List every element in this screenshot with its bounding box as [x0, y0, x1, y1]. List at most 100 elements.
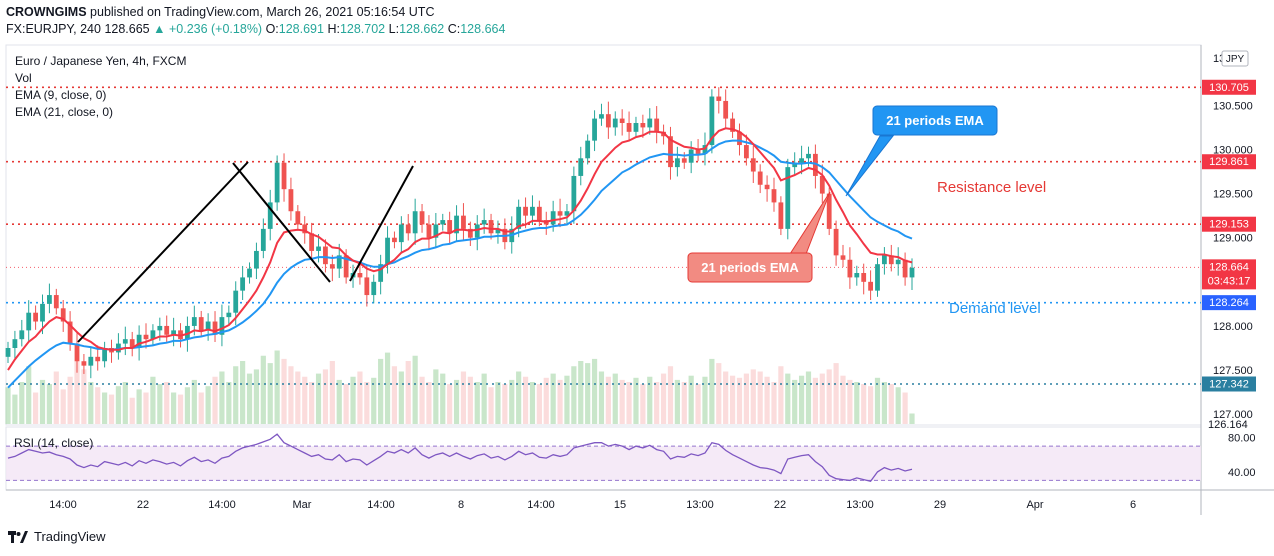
candle-body [19, 330, 25, 340]
volume-bar [81, 369, 87, 424]
trend-lines[interactable] [77, 161, 414, 343]
callout-ema21-red[interactable]: 21 periods EMA [687, 191, 831, 283]
volume-bar [136, 389, 142, 424]
volume-bar [854, 382, 860, 424]
close-value: 128.664 [460, 22, 506, 36]
candle-body [164, 325, 170, 335]
volume-bar [336, 379, 342, 424]
volume-bar [895, 387, 901, 424]
trend-line-up-2[interactable] [349, 165, 414, 282]
volume-bar [805, 371, 812, 424]
candle-body [426, 224, 432, 238]
candle-body [412, 211, 418, 234]
candle-body [757, 171, 763, 185]
currency-badge-box[interactable] [1221, 50, 1249, 67]
volume-bar [184, 387, 191, 424]
volume-bar [785, 373, 791, 424]
trend-line-down[interactable] [232, 162, 331, 283]
ema21-line [7, 139, 913, 389]
candle-body [295, 211, 301, 225]
horizontal-levels [6, 86, 1201, 385]
volume-bar [460, 371, 467, 424]
volume-bar [343, 384, 349, 424]
candle-body [185, 325, 190, 340]
price-tick-label: 129.000 [1213, 233, 1253, 245]
volume-bar [467, 376, 473, 424]
volume-bar [212, 376, 218, 424]
candle-body [909, 267, 915, 278]
volume-bar [157, 384, 163, 424]
candle-body [254, 250, 259, 269]
price-tick-label: 128.000 [1213, 321, 1253, 333]
candle-body [633, 123, 639, 132]
candle-body [550, 211, 556, 225]
candle-body [737, 131, 742, 146]
callout-pointer-red [789, 191, 831, 255]
price-axis: 130.500130.000129.500129.000128.500128.0… [1202, 53, 1256, 431]
candle-body [171, 330, 177, 335]
chart-canvas[interactable]: 80.00 40.00 130.500 130.000 129.500 129.000 1… [0, 0, 1274, 525]
volume-bar [205, 386, 211, 424]
volume-bar [371, 377, 377, 424]
candle-body [74, 343, 80, 362]
volume-bar [164, 382, 170, 424]
volume-bar [881, 382, 887, 424]
candle-body [640, 123, 646, 128]
rsi-plot: 80.00 40.00 [6, 433, 1256, 483]
candle-body [81, 361, 87, 366]
chart-title: Euro / Japanese Yen, 4h, FXCM [15, 54, 186, 68]
candle-body [26, 312, 32, 331]
high-value: 128.702 [339, 22, 386, 36]
volume-bar [757, 371, 763, 424]
legend-vol: Vol [15, 71, 32, 85]
time-tick-label: 8 [458, 499, 464, 511]
currency-badge[interactable]: JPY [1226, 54, 1245, 65]
candle-body [454, 215, 459, 234]
price-label-text: 130.705 [1209, 82, 1249, 94]
candle-body [647, 118, 653, 128]
volume-bar [95, 387, 101, 424]
volume-bar [798, 375, 805, 424]
candle-body [191, 317, 197, 326]
candle-body [302, 224, 308, 234]
volume-bar [398, 371, 404, 424]
candle-body [771, 189, 777, 203]
volume-bar [288, 366, 294, 424]
ema-lines [7, 127, 913, 389]
volume-bar [122, 382, 128, 424]
candle-body [536, 206, 542, 221]
volume-bar [246, 373, 253, 424]
price-tick-label: 129.500 [1213, 189, 1253, 201]
footer[interactable]: TradingView [8, 529, 106, 544]
change-arrow-icon: ▲ [153, 22, 166, 36]
price-tick-label: 130.000 [1213, 144, 1253, 156]
open-value: 128.691 [278, 22, 324, 36]
candle-body [833, 228, 839, 256]
volume-bar [674, 379, 680, 424]
price-tick-label: 130.500 [1213, 100, 1253, 112]
candle-body [419, 211, 425, 225]
volume-bar [253, 369, 260, 424]
candle-body [764, 184, 770, 190]
candles [5, 87, 915, 379]
volume-bar [267, 363, 273, 424]
publisher-name: CROWNGIMS [6, 5, 87, 19]
volume-bar [522, 376, 529, 424]
volume-bar [378, 358, 384, 424]
trend-line-up[interactable] [77, 161, 249, 343]
volume-bar [826, 369, 832, 424]
volume-bar [60, 389, 66, 424]
callout-ema21-blue[interactable]: 21 periods EMA [845, 105, 998, 197]
volume-bar [847, 379, 853, 424]
candle-body [226, 312, 232, 318]
volume-bar [585, 363, 591, 424]
candle-body [668, 136, 673, 168]
candle-body [599, 114, 604, 119]
volume-bar [302, 376, 308, 424]
volume-bar [557, 379, 563, 424]
candle-body [854, 273, 860, 278]
candle-body [288, 189, 294, 212]
candle-body [95, 356, 101, 362]
callout-box-red [687, 252, 813, 283]
price-tick-label: 127.000 [1213, 409, 1253, 421]
